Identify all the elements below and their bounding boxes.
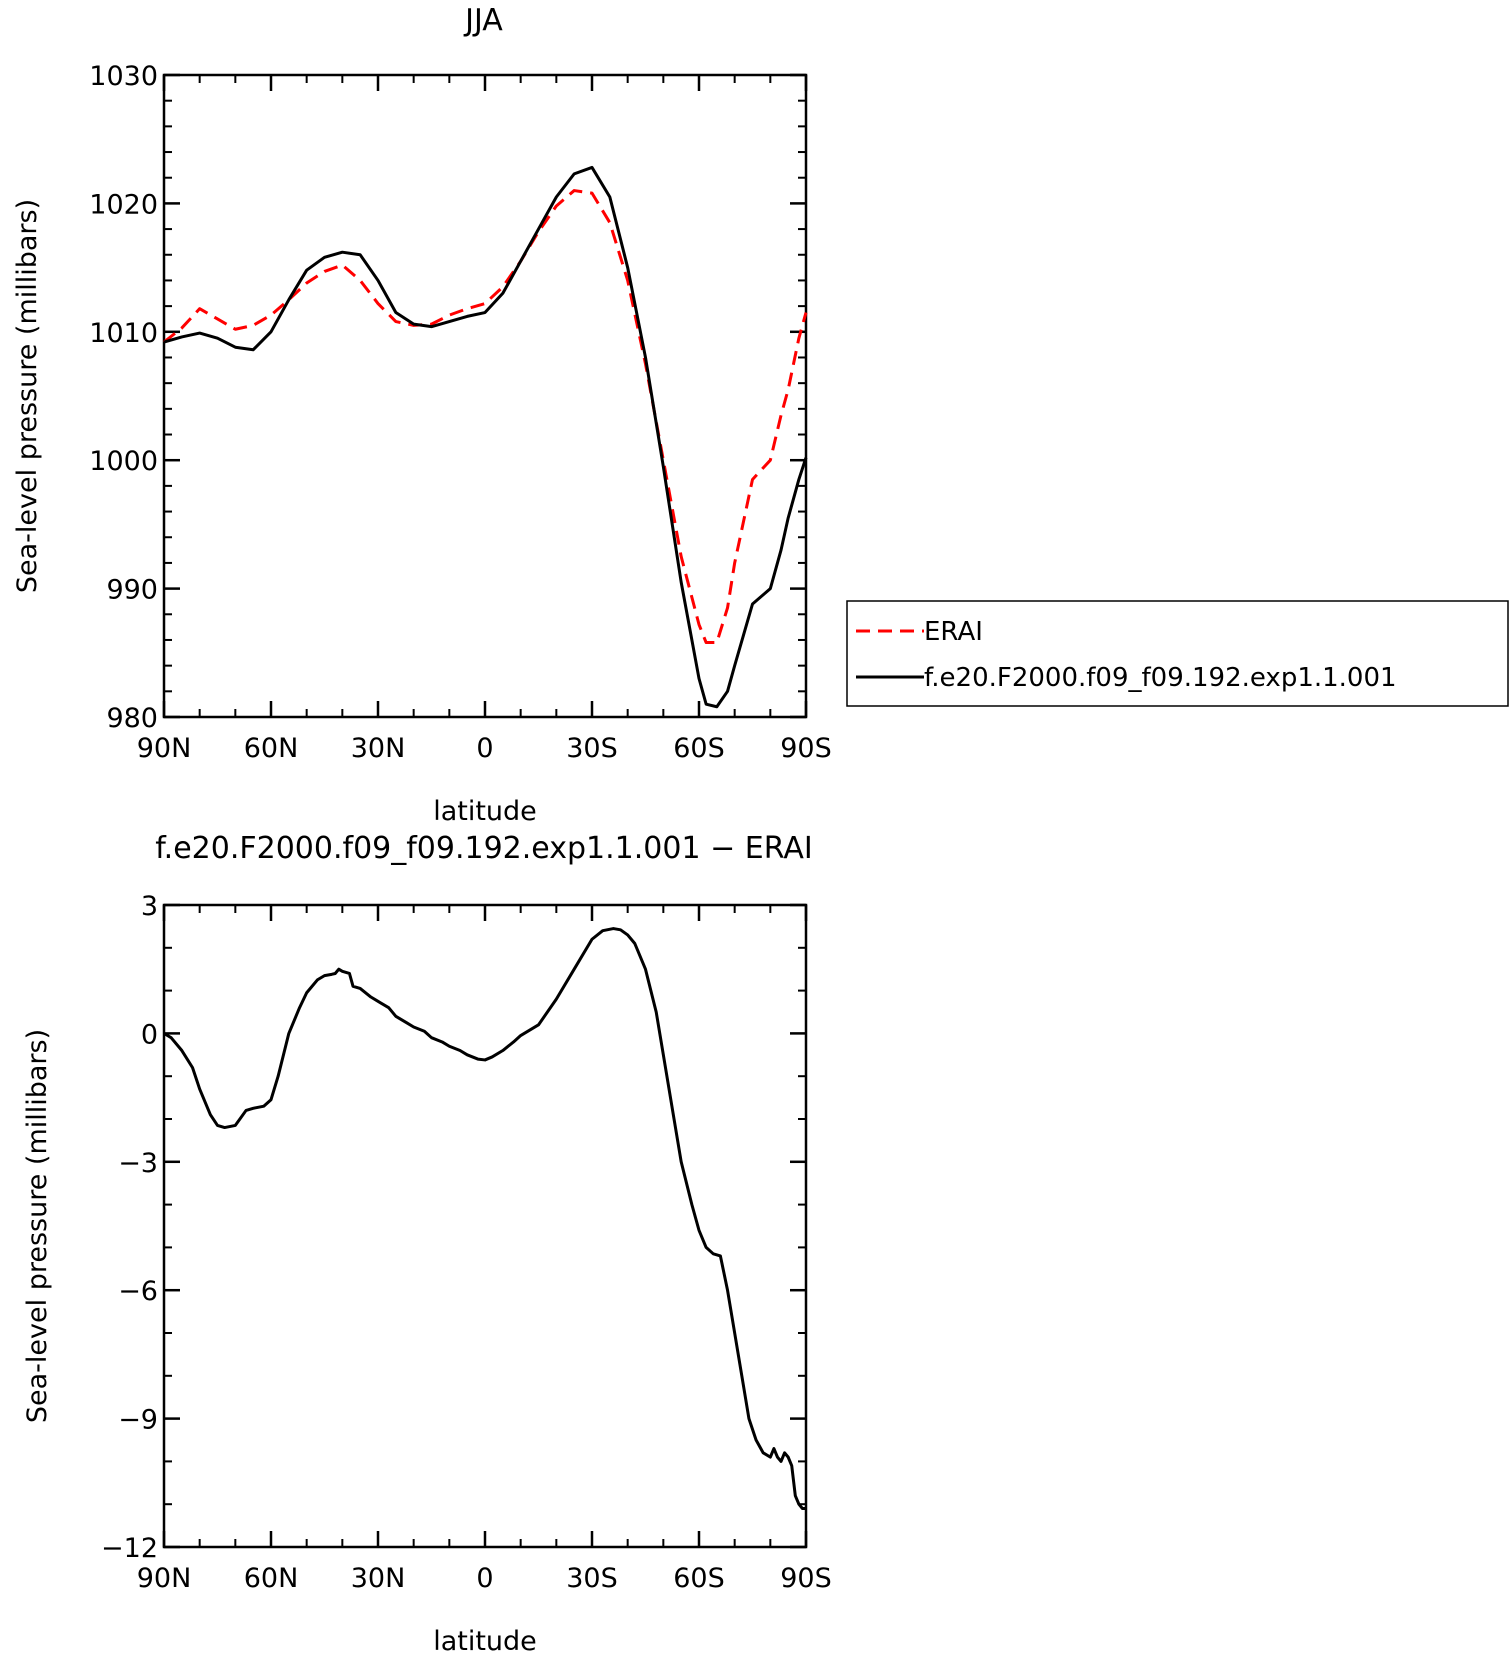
top-x-tick-label: 60N	[244, 733, 299, 764]
top-x-tick-label: 30S	[566, 733, 618, 764]
bottom-x-tick-label: 30S	[566, 1563, 618, 1594]
top-y-tick-labels: 980 990 1000 1010 1020 1030	[89, 61, 158, 734]
top-series-line-erai	[163, 189, 808, 645]
top-y-tick-label: 1000	[89, 446, 158, 477]
bottom-y-tick-label: 0	[141, 1019, 158, 1050]
top-x-tick-labels: 90N 60N 30N 0 30S 60S 90S	[137, 733, 832, 764]
bottom-plot-frame	[162, 903, 808, 1549]
bottom-y-tick-label: −6	[118, 1276, 158, 1307]
bottom-y-tick-labels: −12 −9 −6 −3 0 3	[101, 891, 158, 1564]
top-y-tick-label: 1010	[89, 318, 158, 349]
legend: ERAI f.e20.F2000.f09_f09.192.exp1.1.001	[846, 600, 1509, 707]
top-ticks	[162, 73, 808, 719]
bottom-x-tick-label: 90S	[780, 1563, 832, 1594]
top-x-tick-label: 90S	[780, 733, 832, 764]
bottom-x-tick-label: 60S	[673, 1563, 725, 1594]
top-x-tick-label: 30N	[351, 733, 406, 764]
bottom-y-tick-label: −9	[118, 1405, 158, 1436]
bottom-y-tick-label: 3	[141, 891, 158, 922]
top-y-tick-label: 1030	[89, 61, 158, 92]
top-y-axis-label: Sea-level pressure (millibars)	[12, 199, 43, 593]
top-x-tick-label: 60S	[673, 733, 725, 764]
top-panel-title: JJA	[463, 3, 503, 38]
legend-box	[846, 600, 1509, 707]
top-series-line-f-e20-f2000-f09-f09-192-exp1-1-001	[163, 165, 808, 709]
bottom-y-tick-label: −12	[101, 1533, 158, 1564]
bottom-panel: f.e20.F2000.f09_f09.192.exp1.1.001 − ERA…	[22, 831, 832, 1654]
bottom-x-tick-label: 90N	[137, 1563, 192, 1594]
top-x-tick-label: 90N	[137, 733, 192, 764]
bottom-x-tick-labels: 90N 60N 30N 0 30S 60S 90S	[137, 1563, 832, 1594]
bottom-panel-title: f.e20.F2000.f09_f09.192.exp1.1.001 − ERA…	[155, 831, 812, 866]
legend-label-erai: ERAI	[924, 617, 983, 647]
bottom-x-tick-label: 30N	[351, 1563, 406, 1594]
top-x-tick-label: 0	[476, 733, 493, 764]
top-y-tick-label: 990	[106, 575, 158, 606]
bottom-y-tick-label: −3	[118, 1148, 158, 1179]
top-y-tick-label: 980	[106, 703, 158, 734]
top-series-lines	[163, 165, 808, 709]
bottom-x-tick-label: 0	[476, 1563, 493, 1594]
top-panel: JJA 90N 60N 30N 0 30S 60S 90S 980 990 1000 1010 10…	[12, 3, 1509, 827]
top-x-axis-label: latitude	[433, 796, 537, 827]
bottom-ticks	[162, 903, 808, 1549]
bottom-series-lines	[163, 927, 806, 1510]
bottom-x-tick-label: 60N	[244, 1563, 299, 1594]
bottom-series-line-difference	[163, 927, 806, 1510]
top-plot-frame	[162, 73, 808, 719]
bottom-x-axis-label: latitude	[433, 1626, 537, 1654]
bottom-y-axis-label: Sea-level pressure (millibars)	[22, 1029, 53, 1423]
top-y-tick-label: 1020	[89, 189, 158, 220]
legend-label-model: f.e20.F2000.f09_f09.192.exp1.1.001	[924, 663, 1397, 693]
